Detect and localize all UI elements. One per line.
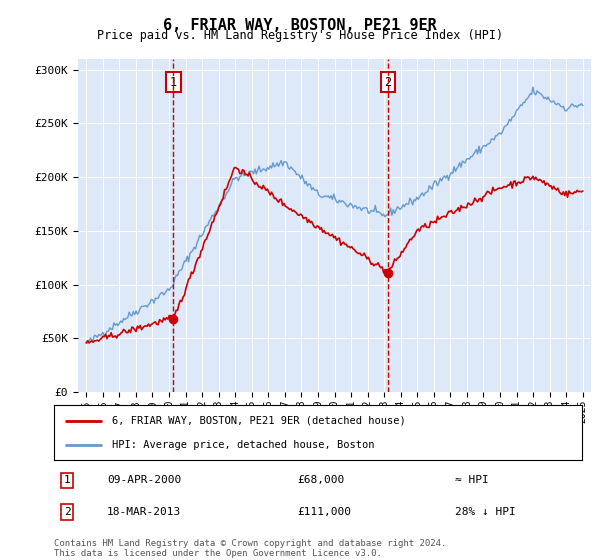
Text: 2: 2 [64,507,71,517]
Text: 1: 1 [170,76,177,89]
Text: £68,000: £68,000 [297,475,344,486]
Text: £111,000: £111,000 [297,507,351,517]
Text: 2: 2 [384,76,391,89]
Text: Contains HM Land Registry data © Crown copyright and database right 2024.
This d: Contains HM Land Registry data © Crown c… [54,539,446,558]
Text: HPI: Average price, detached house, Boston: HPI: Average price, detached house, Bost… [112,440,374,450]
Text: 1: 1 [64,475,71,486]
Text: 28% ↓ HPI: 28% ↓ HPI [455,507,516,517]
Text: 09-APR-2000: 09-APR-2000 [107,475,181,486]
Text: Price paid vs. HM Land Registry's House Price Index (HPI): Price paid vs. HM Land Registry's House … [97,29,503,42]
Text: 6, FRIAR WAY, BOSTON, PE21 9ER: 6, FRIAR WAY, BOSTON, PE21 9ER [163,18,437,33]
Text: 6, FRIAR WAY, BOSTON, PE21 9ER (detached house): 6, FRIAR WAY, BOSTON, PE21 9ER (detached… [112,416,406,426]
Text: ≈ HPI: ≈ HPI [455,475,489,486]
Text: 18-MAR-2013: 18-MAR-2013 [107,507,181,517]
